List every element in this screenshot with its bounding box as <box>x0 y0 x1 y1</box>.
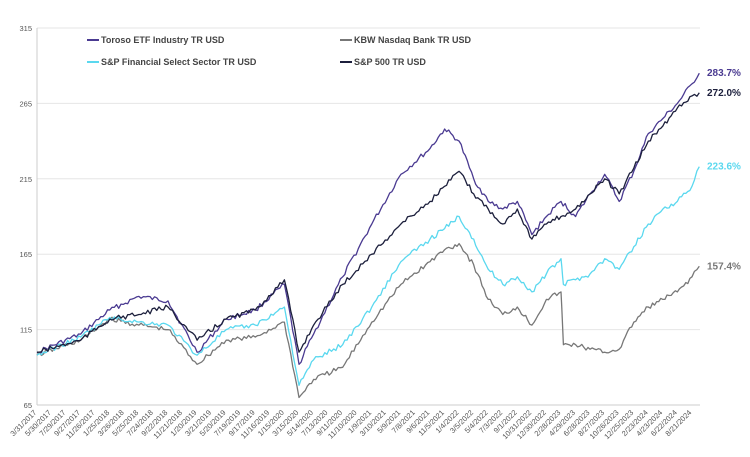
series-line <box>36 166 700 387</box>
series-end-label: 157.4% <box>707 261 741 272</box>
legend-label: KBW Nasdaq Bank TR USD <box>354 35 472 45</box>
legend-label: Toroso ETF Industry TR USD <box>101 35 225 45</box>
series-end-label: 272.0% <box>707 88 741 99</box>
series-line <box>36 72 700 365</box>
y-tick-label: 115 <box>20 326 32 335</box>
y-tick-label: 315 <box>19 24 32 33</box>
y-tick-label: 215 <box>19 175 32 184</box>
legend-label: S&P 500 TR USD <box>354 57 426 67</box>
series-end-label: 223.6% <box>707 162 741 173</box>
series-line <box>36 92 700 353</box>
legend-label: S&P Financial Select Sector TR USD <box>101 57 257 67</box>
y-tick-label: 65 <box>24 401 32 410</box>
series-line <box>36 242 700 399</box>
y-tick-label: 165 <box>19 250 32 259</box>
series-end-label: 283.7% <box>707 68 741 79</box>
y-tick-label: 265 <box>19 99 32 108</box>
